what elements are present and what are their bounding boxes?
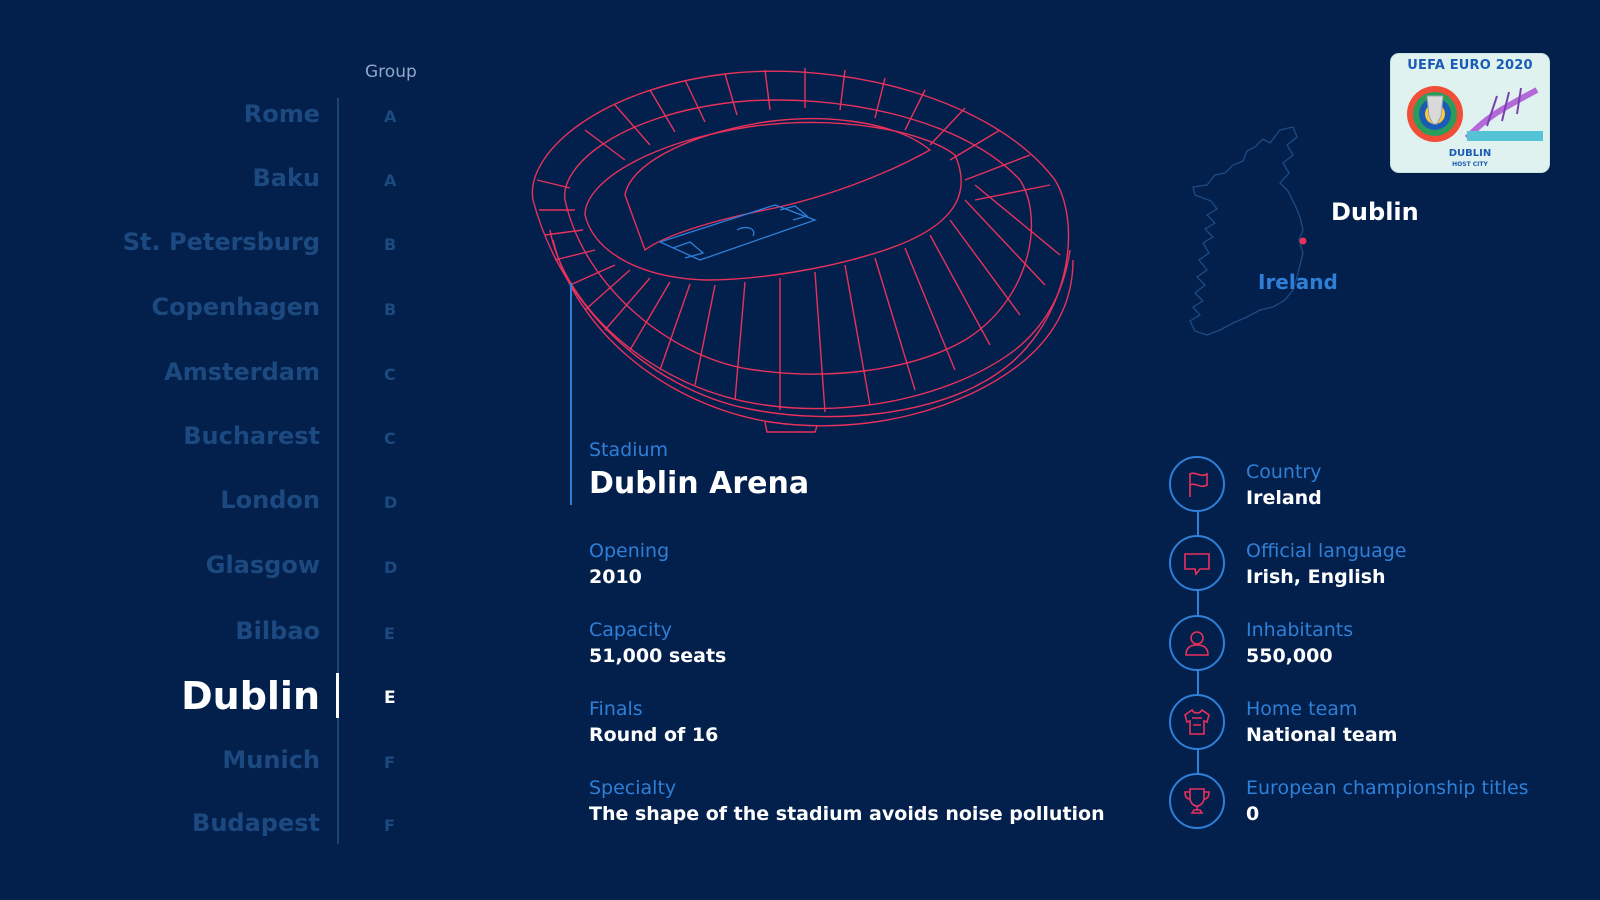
city-item-bilbao[interactable]: Bilbao E	[0, 605, 430, 645]
city-item-glasgow[interactable]: Glasgow D	[0, 539, 430, 579]
city-name: Bucharest	[183, 422, 320, 450]
city-name: Budapest	[192, 809, 320, 837]
city-item-london[interactable]: London D	[0, 474, 430, 514]
ireland-map	[1189, 126, 1307, 336]
city-group: C	[384, 429, 396, 448]
badge-city: DUBLIN	[1448, 148, 1492, 159]
city-name: Glasgow	[205, 551, 320, 579]
city-item-baku[interactable]: Baku A	[0, 152, 430, 192]
badge-subtitle: HOST CITY	[1452, 161, 1488, 168]
stadium-detail-finals: Finals Round of 16	[589, 697, 718, 749]
fact-home-team: Home team National team	[1246, 697, 1397, 749]
city-name: Bilbao	[235, 617, 320, 645]
detail-label: Finals	[589, 698, 643, 720]
city-name: Copenhagen	[151, 293, 320, 321]
city-item-budapest[interactable]: Budapest F	[0, 797, 430, 837]
flag-icon	[1169, 456, 1225, 512]
fact-championship-titles: European championship titles 0	[1246, 776, 1529, 828]
fact-label: Inhabitants	[1246, 619, 1354, 641]
group-column-header: Group	[365, 62, 417, 82]
fact-official-language: Official language Irish, English	[1246, 539, 1406, 591]
stadium-detail-specialty: Specialty The shape of the stadium avoid…	[589, 776, 1105, 828]
active-city-indicator	[336, 673, 339, 718]
dublin-map-marker	[1299, 237, 1307, 245]
badge-title: UEFA EURO 2020	[1407, 58, 1533, 73]
city-group: A	[384, 171, 397, 190]
city-item-st-petersburg[interactable]: St. Petersburg B	[0, 216, 430, 256]
stadium-heading: Stadium Dublin Arena	[589, 438, 809, 506]
uefa-euro-2020-dublin-badge: UEFA EURO 2020 DUBLIN HOST CITY	[1391, 54, 1549, 172]
city-group: B	[384, 300, 397, 319]
fact-label: European championship titles	[1246, 777, 1529, 799]
person-icon	[1169, 615, 1225, 671]
stadium-wireframe-illustration	[531, 68, 1074, 433]
city-name: St. Petersburg	[122, 228, 320, 256]
city-group: D	[384, 558, 398, 577]
city-name: Munich	[222, 746, 320, 774]
city-list-divider	[337, 98, 339, 844]
speech-bubble-icon	[1169, 535, 1225, 591]
euro-trophy-logo-icon	[1407, 86, 1543, 142]
detail-value: The shape of the stadium avoids noise po…	[589, 803, 1105, 825]
fact-label: Country	[1246, 461, 1322, 483]
stadium-detail-capacity: Capacity 51,000 seats	[589, 618, 726, 670]
fact-label: Home team	[1246, 698, 1358, 720]
map-city-label: Dublin	[1331, 198, 1419, 226]
fact-country: Country Ireland	[1246, 460, 1322, 512]
city-group: B	[384, 235, 397, 254]
detail-value: 2010	[589, 566, 642, 588]
city-name: London	[220, 486, 320, 514]
map-country-label: Ireland	[1258, 270, 1338, 294]
city-item-dublin[interactable]: Dublin E	[0, 670, 430, 718]
fact-label: Official language	[1246, 540, 1407, 562]
detail-value: Round of 16	[589, 724, 719, 746]
city-item-amsterdam[interactable]: Amsterdam C	[0, 346, 430, 386]
jersey-icon	[1169, 694, 1225, 750]
city-name: Dublin	[181, 674, 320, 718]
stadium-callout-line	[570, 283, 572, 505]
detail-label: Capacity	[589, 619, 673, 641]
fact-value: 0	[1246, 803, 1260, 825]
detail-label: Specialty	[589, 777, 677, 799]
city-group: F	[384, 816, 395, 835]
city-item-bucharest[interactable]: Bucharest C	[0, 410, 430, 450]
stadium-label: Stadium	[589, 439, 669, 461]
city-name: Baku	[252, 164, 320, 192]
city-group: D	[384, 493, 398, 512]
fact-value: Irish, English	[1246, 566, 1386, 588]
fact-value: 550,000	[1246, 645, 1333, 667]
city-group: E	[384, 688, 396, 708]
city-name: Amsterdam	[164, 358, 320, 386]
detail-value: 51,000 seats	[589, 645, 727, 667]
city-group: C	[384, 365, 396, 384]
city-item-copenhagen[interactable]: Copenhagen B	[0, 281, 430, 321]
city-item-munich[interactable]: Munich F	[0, 734, 430, 774]
stadium-detail-opening: Opening 2010	[589, 539, 669, 591]
city-group: E	[384, 624, 395, 643]
fact-inhabitants: Inhabitants 550,000	[1246, 618, 1353, 670]
city-item-rome[interactable]: Rome A	[0, 88, 430, 128]
fact-value: Ireland	[1246, 487, 1322, 509]
stadium-name: Dublin Arena	[589, 466, 810, 501]
detail-label: Opening	[589, 540, 670, 562]
city-name: Rome	[243, 100, 320, 128]
fact-value: National team	[1246, 724, 1398, 746]
host-city-list: Rome A Baku A St. Petersburg B Copenhage…	[0, 0, 430, 900]
trophy-icon	[1169, 773, 1225, 829]
city-group: A	[384, 107, 397, 126]
city-group: F	[384, 753, 395, 772]
